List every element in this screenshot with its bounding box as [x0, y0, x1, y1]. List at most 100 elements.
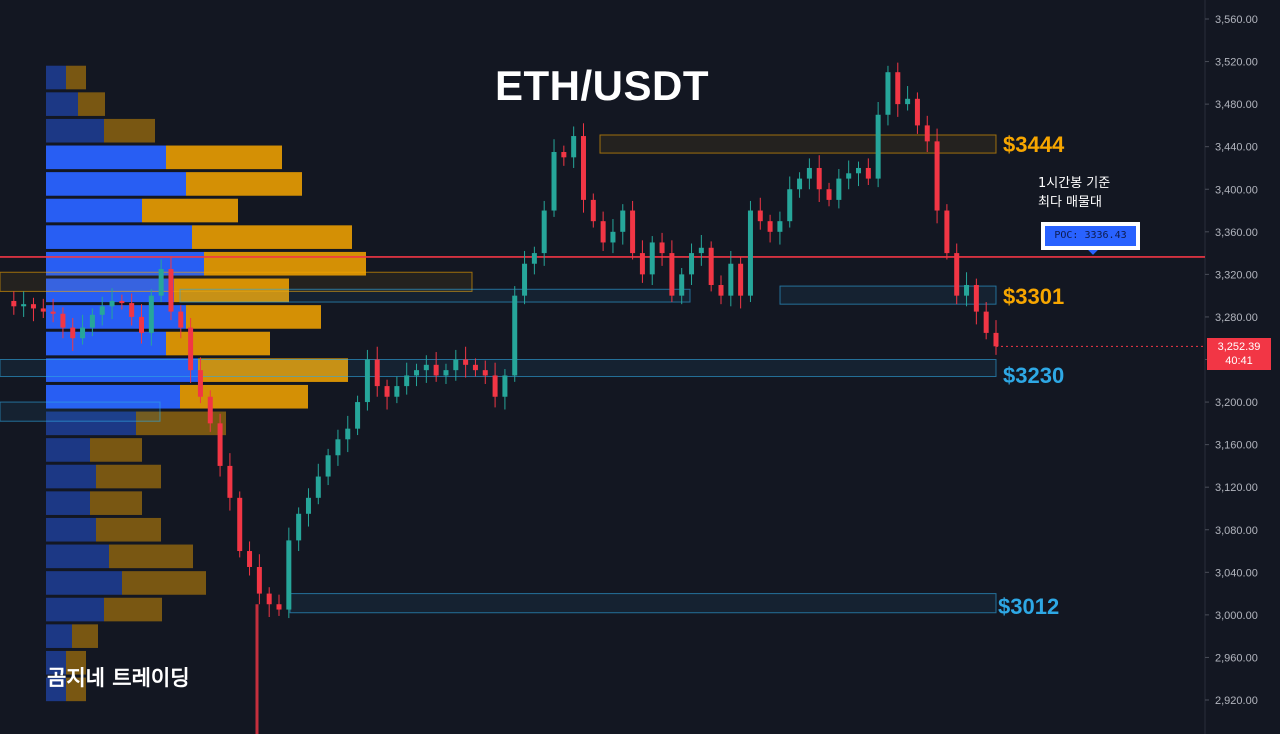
candle-body — [227, 465, 233, 498]
y-tick-label: 3,520.00 — [1215, 57, 1258, 69]
candle-body — [512, 295, 518, 376]
vp-sell-bar — [90, 491, 142, 515]
candle-body — [247, 551, 253, 567]
candle-body — [944, 210, 950, 254]
vp-sell-bar — [104, 118, 155, 143]
candle-body — [80, 327, 86, 339]
poc-marker — [1087, 248, 1099, 255]
candle-body — [522, 263, 528, 296]
candle-body — [394, 386, 400, 397]
vp-sell-bar — [90, 438, 142, 462]
candle-body — [256, 566, 262, 594]
candle-body — [207, 396, 213, 424]
y-tick-label: 3,040.00 — [1215, 567, 1258, 579]
candle-body — [708, 247, 714, 286]
candle-body — [197, 370, 203, 397]
level-label-3301: $3301 — [1003, 284, 1065, 309]
vp-buy-bar — [46, 331, 166, 356]
candle-body — [964, 285, 970, 296]
vp-sell-bar — [66, 65, 86, 90]
vp-buy-bar — [46, 677, 66, 702]
candle-body — [315, 476, 321, 498]
candle-body — [649, 242, 655, 275]
candle-body — [99, 306, 105, 315]
candle-body — [168, 269, 174, 312]
candle-body — [993, 332, 999, 347]
candle-body — [875, 114, 881, 179]
candle-body — [148, 295, 154, 333]
vp-buy-bar — [46, 92, 78, 116]
vp-buy-bar — [46, 571, 122, 595]
candle-body — [50, 311, 56, 314]
vp-buy-bar — [46, 198, 142, 223]
candle-body — [531, 253, 537, 264]
vp-buy-bar — [46, 172, 186, 196]
poc-label: POC: 3336.43 — [1045, 226, 1136, 246]
candle-body — [414, 370, 420, 376]
candle-body — [689, 253, 695, 275]
candle-body — [276, 604, 282, 610]
vp-sell-bar — [72, 624, 98, 648]
candle-body — [836, 178, 842, 200]
vp-buy-bar — [46, 65, 66, 90]
vp-buy-bar — [46, 384, 180, 409]
candle-body — [914, 98, 920, 126]
vp-sell-bar — [166, 145, 282, 170]
vp-buy-bar — [46, 251, 204, 276]
candle-body — [816, 167, 822, 190]
candle-body — [885, 72, 891, 115]
candle-body — [178, 311, 184, 328]
level-label-3012: $3012 — [998, 594, 1060, 619]
candle-body — [237, 497, 243, 552]
candle-body — [934, 141, 940, 211]
y-tick-label: 3,480.00 — [1215, 99, 1258, 111]
level-label-3230: $3230 — [1003, 363, 1065, 388]
candle-body — [188, 327, 194, 371]
y-tick-label: 2,960.00 — [1215, 652, 1258, 664]
vp-sell-bar — [66, 677, 86, 702]
y-tick-label: 3,000.00 — [1215, 610, 1258, 622]
candle-body — [286, 540, 292, 610]
candle-body — [355, 402, 361, 429]
vp-buy-bar — [46, 491, 90, 515]
vp-sell-bar — [109, 544, 193, 569]
candle-body — [296, 513, 302, 541]
candle-body — [954, 253, 960, 296]
candle-body — [30, 304, 36, 309]
candle-body — [40, 308, 46, 312]
candle-body — [580, 136, 586, 200]
candle-body — [846, 173, 852, 179]
vp-buy-bar — [46, 118, 104, 143]
vp-buy-bar — [46, 411, 136, 436]
candle-body — [433, 364, 439, 376]
candle-body — [345, 428, 351, 440]
candle-body — [826, 189, 832, 200]
candle-body — [698, 247, 704, 254]
candle-body — [757, 210, 763, 222]
vp-sell-bar — [78, 92, 105, 116]
candle-body — [865, 167, 871, 179]
y-tick-label: 3,280.00 — [1215, 312, 1258, 324]
vp-sell-bar — [166, 331, 270, 356]
candle-body — [895, 72, 901, 105]
vp-sell-bar — [104, 597, 162, 622]
vp-buy-bar — [46, 544, 109, 569]
candle-body — [364, 359, 370, 403]
candle-body — [669, 253, 675, 296]
candle-body — [541, 210, 547, 254]
candle-body — [423, 364, 429, 371]
candle-body — [217, 423, 223, 466]
candle-body — [924, 125, 930, 142]
vp-buy-bar — [46, 650, 66, 675]
vp-sell-bar — [136, 411, 226, 436]
y-tick-label: 3,360.00 — [1215, 227, 1258, 239]
candle-body — [404, 375, 410, 387]
candle-body — [610, 231, 616, 243]
vp-sell-bar — [66, 650, 86, 675]
zone-left-3300 — [179, 288, 691, 303]
zone-3230 — [0, 359, 997, 378]
vp-sell-bar — [186, 172, 302, 196]
zone-3444 — [599, 134, 997, 154]
candle-body — [502, 375, 508, 397]
